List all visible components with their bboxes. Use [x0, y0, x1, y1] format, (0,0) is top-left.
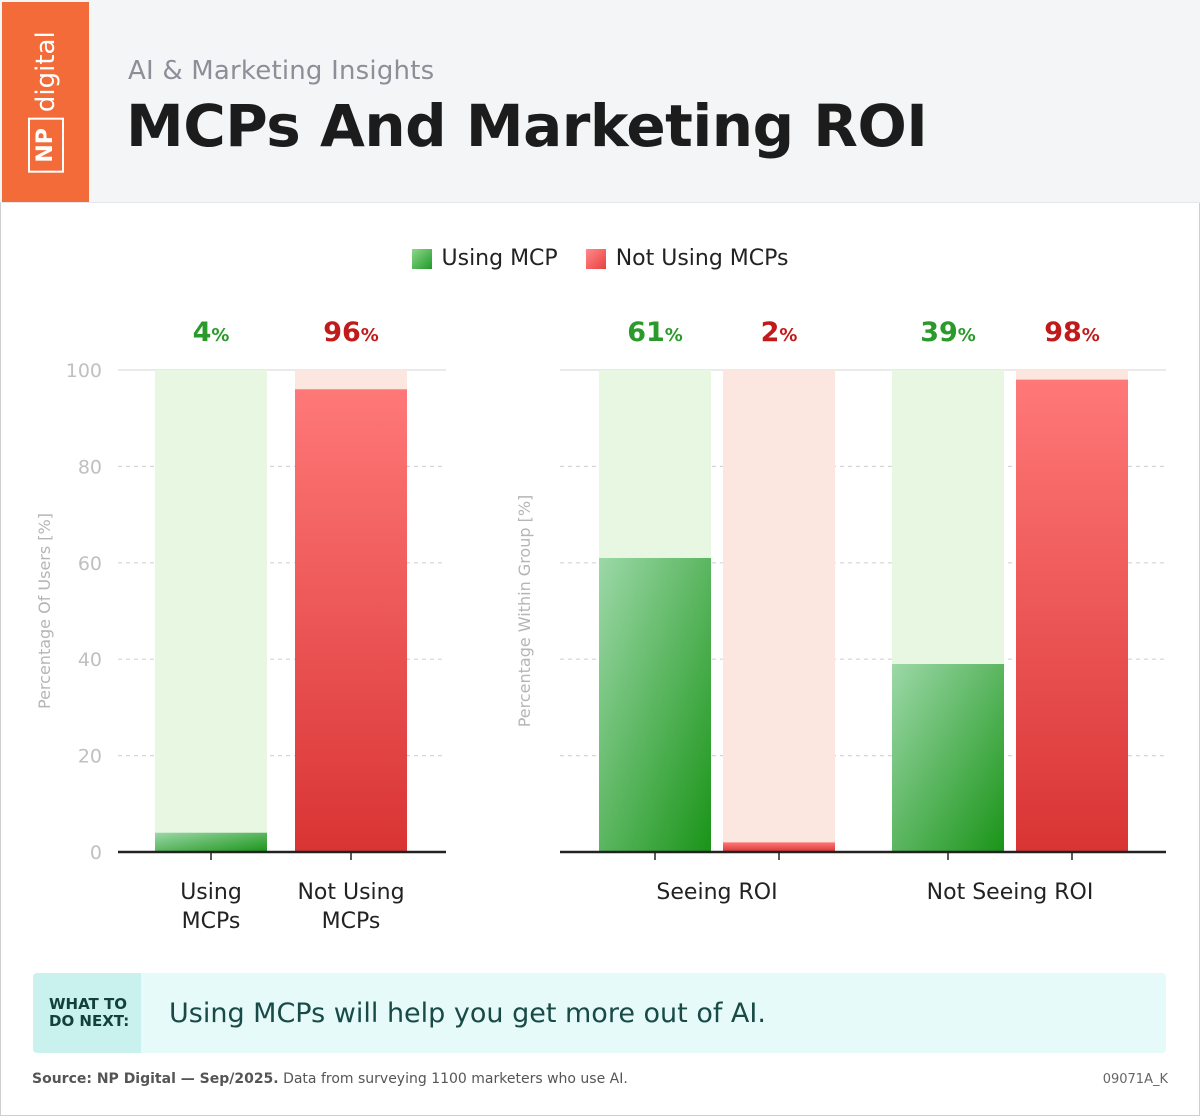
legend-item-using-mcp: Using MCP: [411, 246, 558, 271]
right-value-label-1-0: 39%: [920, 317, 976, 348]
left-y-tick-label: 100: [66, 360, 102, 382]
what-to-do-next-tag: WHAT TO DO NEXT:: [33, 973, 141, 1053]
legend-swatch-red: [585, 248, 606, 269]
right-bar-1-1: [1016, 379, 1128, 852]
source-rest: Data from surveying 1100 marketers who u…: [278, 1071, 628, 1087]
page-title: MCPs And Marketing ROI: [126, 92, 928, 160]
left-bar-0: [155, 832, 267, 852]
right-bar-0-1-track: [723, 370, 835, 852]
legend-item-not-using-mcps: Not Using MCPs: [585, 246, 789, 271]
left-y-tick-label: 40: [78, 649, 102, 671]
right-category-label-0: Seeing ROI: [656, 880, 777, 905]
right-bar-1-0: [892, 664, 1004, 852]
right-y-axis-label: Percentage Within Group [%]: [515, 495, 534, 728]
legend-label-using-mcp: Using MCP: [441, 246, 558, 271]
left-y-tick-label: 80: [78, 456, 102, 478]
source-bold: Source: NP Digital — Sep/2025.: [32, 1071, 279, 1087]
right-category-label-1: Not Seeing ROI: [927, 880, 1094, 905]
right-value-label-0-1: 2%: [761, 317, 798, 348]
left-bar-1: [295, 389, 407, 852]
left-y-tick-label: 60: [78, 553, 102, 575]
chart-code: 09071A_K: [1102, 1072, 1168, 1087]
page-kicker: AI & Marketing Insights: [128, 56, 435, 86]
left-value-label-0: 4%: [193, 317, 230, 348]
right-bar-0-0: [599, 557, 711, 852]
bar-charts: 0 20 40 60 80 100 Percentage Of Users [%] 4% Usi…: [35, 317, 1166, 934]
left-category-label-0: Using MCPs: [180, 880, 242, 934]
left-category-label-1: Not Using MCPs: [297, 880, 404, 934]
np-digital-logo: NP digital: [2, 2, 89, 202]
what-to-do-next-text: Using MCPs will help you get more out of…: [169, 997, 766, 1029]
left-y-tick-label: 0: [90, 842, 102, 864]
left-bar-0-track: [155, 370, 267, 852]
what-to-do-next-box: WHAT TO DO NEXT: Using MCPs will help yo…: [33, 973, 1166, 1053]
left-y-tick-label: 20: [78, 746, 102, 768]
tag-line-2: DO NEXT:: [49, 1012, 130, 1030]
source-note: Source: NP Digital — Sep/2025. Data from…: [32, 1071, 628, 1087]
left-y-axis-label: Percentage Of Users [%]: [35, 513, 54, 709]
left-value-label-1: 96%: [323, 317, 379, 348]
logo-np: NP: [28, 118, 64, 173]
legend-swatch-green: [411, 248, 432, 269]
right-value-label-1-1: 98%: [1044, 317, 1100, 348]
tag-line-1: WHAT TO: [49, 995, 127, 1013]
legend-label-not-using-mcps: Not Using MCPs: [615, 246, 789, 271]
logo-digital: digital: [31, 31, 61, 113]
right-bar-0-1: [723, 842, 835, 852]
header: NP digital AI & Marketing Insights MCPs …: [0, 0, 1200, 203]
right-value-label-0-0: 61%: [627, 317, 683, 348]
chart-legend: Using MCP Not Using MCPs: [0, 246, 1200, 271]
